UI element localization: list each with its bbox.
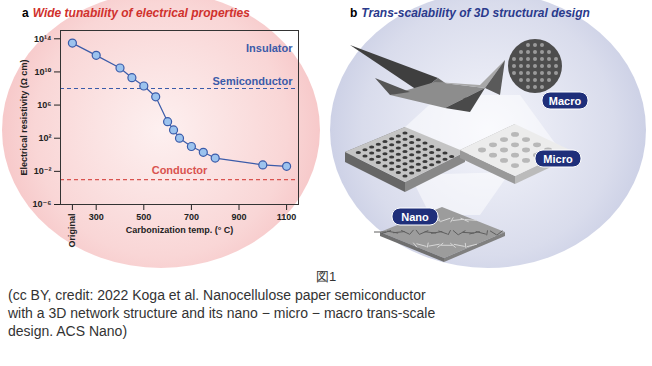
html-text:a Wide tunability of electrica: a Wide tunability of electrical properti… (22, 6, 250, 20)
svg-text:Insulator: Insulator (246, 42, 293, 54)
svg-text:Original: Original (67, 214, 77, 248)
svg-text:10⁻²: 10⁻² (34, 166, 52, 176)
svg-text:Nano: Nano (401, 211, 429, 223)
html-text:design. ACS Nano): design. ACS Nano) (8, 323, 128, 339)
html-text:b Trans-scalability of 3D stru: b Trans-scalability of 3D structural des… (350, 6, 590, 20)
svg-text:10¹⁴: 10¹⁴ (34, 34, 51, 44)
svg-text:Conductor: Conductor (152, 164, 208, 176)
svg-text:500: 500 (136, 212, 151, 222)
html-text:(cc BY, credit: 2022 Koga et a: (cc BY, credit: 2022 Koga et al. Nanocel… (8, 287, 426, 303)
svg-text:900: 900 (231, 212, 246, 222)
svg-text:10²: 10² (38, 133, 51, 143)
svg-text:Carbonization temp. (° C): Carbonization temp. (° C) (126, 225, 234, 235)
svg-text:Semiconductor: Semiconductor (212, 75, 293, 87)
html-text:with a 3D network structure an: with a 3D network structure and its nano… (8, 305, 436, 321)
svg-text:10⁶: 10⁶ (37, 100, 51, 110)
svg-text:Micro: Micro (543, 153, 573, 165)
html-text:図1: 図1 (315, 269, 337, 284)
svg-text:Macro: Macro (549, 95, 582, 107)
svg-text:700: 700 (184, 212, 199, 222)
svg-text:10⁻⁶: 10⁻⁶ (33, 199, 52, 209)
svg-text:10¹⁰: 10¹⁰ (35, 67, 52, 77)
svg-text:Electrical resistivity (Ω cm): Electrical resistivity (Ω cm) (19, 60, 29, 176)
svg-text:1100: 1100 (277, 212, 297, 222)
svg-text:300: 300 (89, 212, 104, 222)
